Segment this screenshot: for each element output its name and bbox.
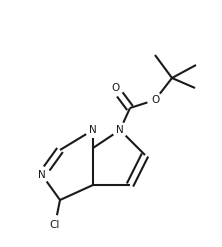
- Text: O: O: [151, 95, 159, 105]
- Text: N: N: [89, 125, 97, 135]
- Text: N: N: [38, 170, 46, 180]
- Text: O: O: [111, 83, 119, 93]
- Text: N: N: [116, 125, 124, 135]
- Text: Cl: Cl: [50, 220, 60, 230]
